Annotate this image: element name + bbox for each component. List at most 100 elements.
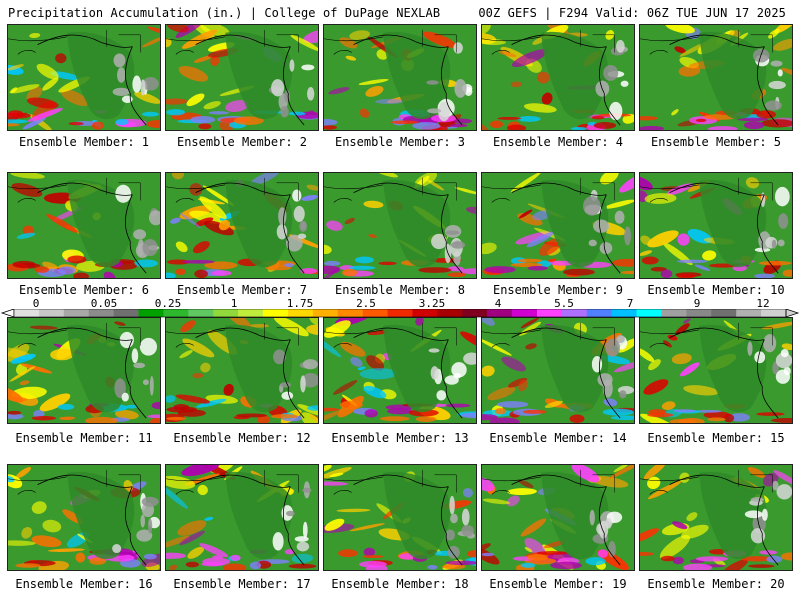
legend-color-swatch — [14, 309, 40, 317]
legend-tick-label: 12 — [756, 297, 770, 310]
precipitation-map-image — [166, 25, 318, 130]
ensemble-member-map — [639, 24, 793, 131]
ensemble-member-map — [481, 172, 635, 279]
ensemble-member-caption: Ensemble Member: 3 — [334, 135, 466, 149]
ensemble-member-caption: Ensemble Member: 11 — [15, 431, 153, 445]
ensemble-member-map — [323, 317, 477, 424]
ensemble-member-caption: Ensemble Member: 15 — [647, 431, 785, 445]
legend-color-swatch — [213, 309, 239, 317]
legend-min-arrow — [0, 309, 15, 318]
legend-color-swatch — [138, 309, 164, 317]
precipitation-map-image — [640, 25, 792, 130]
ensemble-member-map — [165, 24, 319, 131]
precipitation-map-image — [8, 173, 160, 278]
ensemble-member-map — [165, 172, 319, 279]
legend-color-swatch — [238, 309, 264, 317]
precipitation-map-image — [324, 25, 476, 130]
legend-color-swatch — [362, 309, 388, 317]
precipitation-map-image — [166, 465, 318, 570]
precipitation-map-image — [8, 25, 160, 130]
ensemble-member-map — [323, 464, 477, 571]
precipitation-map-image — [8, 465, 160, 570]
legend-tick-label: 7 — [626, 297, 634, 310]
legend-color-swatch — [636, 309, 662, 317]
legend-tick-label: 1.75 — [286, 297, 314, 310]
precipitation-map-image — [482, 25, 634, 130]
ensemble-member-caption: Ensemble Member: 6 — [18, 283, 150, 297]
model-valid-time: 00Z GEFS | F294 Valid: 06Z TUE JUN 17 20… — [478, 6, 786, 20]
precipitation-map-image — [324, 465, 476, 570]
legend-tick-label: 0 — [32, 297, 40, 310]
precipitation-map-image — [8, 318, 160, 423]
ensemble-member-caption: Ensemble Member: 14 — [489, 431, 627, 445]
legend-color-swatch — [536, 309, 563, 317]
legend-color-swatch — [337, 309, 363, 317]
legend-color-swatch — [711, 309, 737, 317]
legend-color-swatch — [412, 309, 438, 317]
legend-tick-labels: 0 0.05 0.25 1 1.75 2.5 3.25 4 5.5 7 9 12 — [0, 297, 800, 311]
ensemble-member-caption: Ensemble Member: 13 — [331, 431, 469, 445]
ensemble-member-map — [165, 317, 319, 424]
ensemble-member-caption: Ensemble Member: 5 — [650, 135, 782, 149]
legend-color-swatch — [736, 309, 762, 317]
ensemble-member-caption: Ensemble Member: 16 — [15, 577, 153, 591]
ensemble-member-caption: Ensemble Member: 10 — [647, 283, 785, 297]
legend-tick-label: 0.25 — [154, 297, 182, 310]
precipitation-map-image — [640, 173, 792, 278]
legend-color-swatch — [312, 309, 339, 317]
legend-tick-label: 9 — [693, 297, 701, 310]
ensemble-member-map — [639, 317, 793, 424]
legend-color-swatch — [462, 309, 488, 317]
product-title: Precipitation Accumulation (in.) | Colle… — [8, 6, 441, 20]
ensemble-member-caption: Ensemble Member: 4 — [492, 135, 624, 149]
ensemble-member-map — [481, 317, 635, 424]
legend-tick-label: 1 — [230, 297, 238, 310]
ensemble-member-caption: Ensemble Member: 17 — [173, 577, 311, 591]
ensemble-member-caption: Ensemble Member: 1 — [18, 135, 150, 149]
legend-max-arrow — [785, 309, 800, 318]
ensemble-member-map — [639, 172, 793, 279]
legend-color-swatch — [163, 309, 189, 317]
legend-color-swatch — [88, 309, 114, 317]
precipitation-map-image — [482, 465, 634, 570]
ensemble-member-caption: Ensemble Member: 18 — [331, 577, 469, 591]
ensemble-member-map — [7, 464, 161, 571]
precipitation-map-image — [482, 173, 634, 278]
precipitation-map-image — [324, 173, 476, 278]
legend-color-swatch — [686, 309, 712, 317]
legend-color-swatch — [113, 309, 139, 317]
precipitation-map-image — [640, 465, 792, 570]
precipitation-map-image — [324, 318, 476, 423]
legend-color-swatch — [63, 309, 90, 317]
legend-tick-label: 2.5 — [356, 297, 376, 310]
precipitation-map-image — [166, 318, 318, 423]
legend-color-swatch — [512, 309, 538, 317]
legend-color-swatch — [611, 309, 637, 317]
legend-color-swatch — [761, 309, 787, 317]
legend-color-swatch — [487, 309, 513, 317]
legend-tick-label: 5.5 — [554, 297, 574, 310]
ensemble-member-map — [7, 24, 161, 131]
ensemble-member-map — [481, 24, 635, 131]
legend-color-swatch — [561, 309, 588, 317]
ensemble-member-caption: Ensemble Member: 7 — [176, 283, 308, 297]
ensemble-member-caption: Ensemble Member: 9 — [492, 283, 624, 297]
ensemble-member-map — [481, 464, 635, 571]
legend-tick-label: 0.05 — [90, 297, 118, 310]
ensemble-member-map — [7, 317, 161, 424]
ensemble-member-map — [165, 464, 319, 571]
precipitation-map-image — [482, 318, 634, 423]
ensemble-member-map — [323, 172, 477, 279]
ensemble-member-caption: Ensemble Member: 20 — [647, 577, 785, 591]
legend-color-swatch — [387, 309, 413, 317]
ensemble-member-caption: Ensemble Member: 19 — [489, 577, 627, 591]
legend-tick-label: 4 — [494, 297, 502, 310]
ensemble-member-map — [7, 172, 161, 279]
legend-outline — [13, 309, 787, 318]
legend-color-swatch — [263, 309, 289, 317]
legend-color-swatch — [586, 309, 612, 317]
legend-tick-label: 3.25 — [418, 297, 446, 310]
ensemble-member-map — [639, 464, 793, 571]
legend-color-swatch — [661, 309, 687, 317]
ensemble-member-caption: Ensemble Member: 8 — [334, 283, 466, 297]
